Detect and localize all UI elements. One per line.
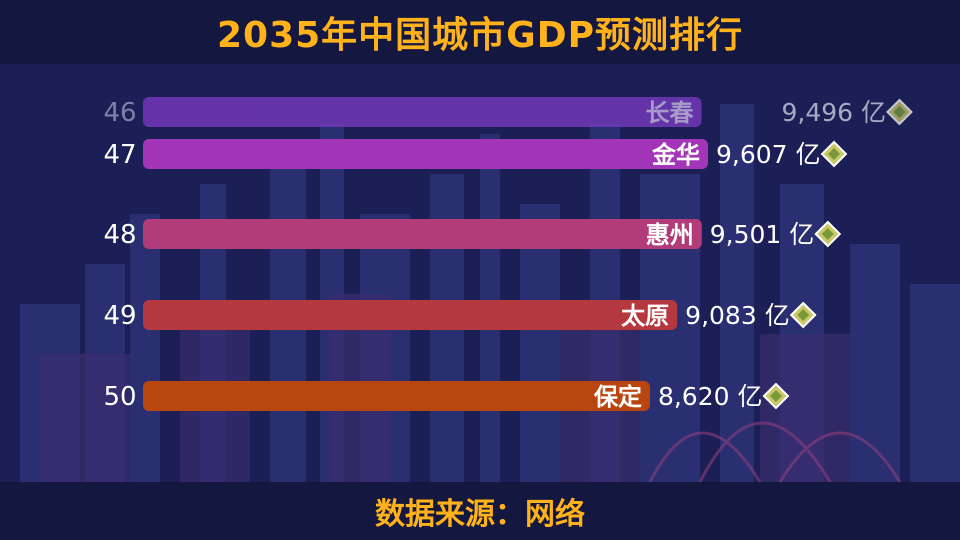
gold-ingot-icon — [886, 98, 913, 126]
value-label: 9,501 亿 — [710, 220, 815, 249]
bar — [143, 300, 678, 330]
title-bar: 2035年中国城市GDP预测排行 — [0, 0, 960, 64]
bar-row: 49 太原 9,083 亿 — [103, 300, 817, 331]
bar-row: 48 惠州 9,501 亿 — [103, 219, 842, 250]
bar-row: 50 保定 8,620 亿 — [103, 381, 790, 412]
rank-label: 50 — [103, 382, 136, 412]
data-source-label: 数据来源：网络 — [375, 497, 585, 532]
bar — [143, 139, 708, 169]
value-label: 8,620 亿 — [658, 382, 763, 411]
gold-ingot-icon — [814, 220, 842, 248]
bar — [143, 219, 702, 249]
bar-chart: 46 长春 9,496 亿 47 金华 9,607 亿 48 惠州 9,501 亿 49 太原 9,0… — [103, 97, 913, 412]
city-label: 金华 — [651, 141, 700, 169]
footer-bar: 数据来源：网络 — [0, 482, 960, 540]
bar-row: 46 长春 9,496 亿 — [103, 97, 913, 128]
city-label: 惠州 — [646, 221, 694, 249]
city-label: 保定 — [593, 383, 642, 411]
gold-ingot-icon — [762, 382, 790, 410]
gold-ingot-icon-inner — [828, 148, 840, 160]
chart-title: 2035年中国城市GDP预测排行 — [216, 15, 743, 56]
value-label: 9,607 亿 — [716, 140, 821, 169]
gold-ingot-icon-inner — [769, 390, 782, 402]
gold-ingot-icon-inner — [893, 106, 906, 118]
bar-row: 47 金华 9,607 亿 — [103, 139, 848, 170]
gold-ingot-icon-inner — [821, 228, 834, 240]
value-label: 9,496 亿 — [781, 98, 886, 127]
city-label: 长春 — [645, 99, 693, 127]
gold-ingot-icon — [820, 140, 848, 168]
rank-label: 46 — [103, 98, 136, 128]
gold-ingot-icon — [789, 301, 817, 329]
rank-label: 47 — [103, 140, 136, 170]
city-label: 太原 — [621, 302, 669, 330]
bar — [143, 381, 650, 411]
gold-ingot-icon-inner — [797, 309, 810, 321]
bar — [143, 97, 702, 127]
value-label: 9,083 亿 — [685, 301, 790, 330]
rank-label: 49 — [103, 301, 136, 331]
rank-label: 48 — [103, 220, 136, 250]
